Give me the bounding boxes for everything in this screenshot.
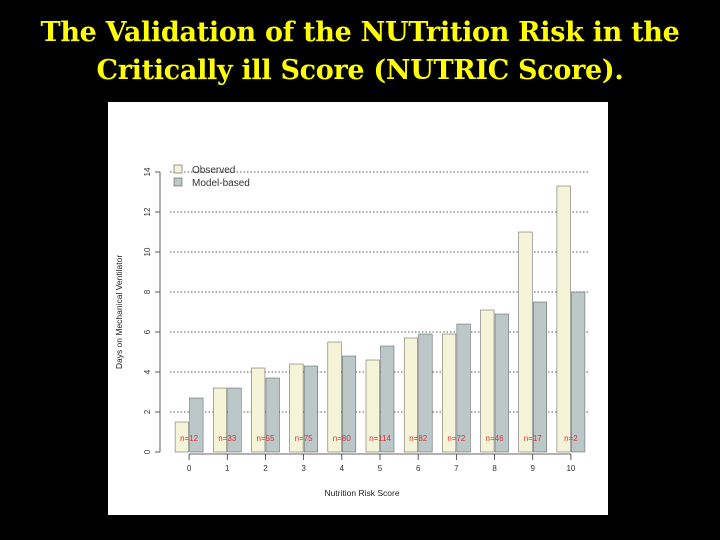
x-axis-title: Nutrition Risk Score	[324, 488, 399, 498]
bar-observed	[556, 185, 571, 453]
y-tick-label: 12	[143, 207, 152, 216]
x-tick-label: 5	[378, 464, 383, 473]
sample-size-label: n=33	[218, 434, 237, 443]
bar-observed	[174, 421, 189, 453]
bar-observed	[289, 363, 304, 453]
sample-size-label: n=2	[564, 434, 578, 443]
sample-size-label: n=46	[486, 434, 505, 443]
legend: Observed Model-based	[173, 164, 250, 189]
bar-model-based	[342, 355, 357, 453]
legend-swatch-observed	[173, 164, 183, 174]
sample-size-label: n=82	[409, 434, 428, 443]
bar-model-based	[380, 345, 395, 453]
bar-observed	[213, 387, 228, 453]
bar-observed	[327, 341, 342, 453]
sample-size-label: n=75	[295, 434, 314, 443]
sample-size-label: n=55	[256, 434, 275, 443]
bar-model-based	[418, 333, 433, 453]
bar-observed	[518, 231, 533, 453]
bar-model-based	[189, 397, 204, 453]
x-tick-label: 0	[187, 464, 192, 473]
sample-size-label: n=17	[524, 434, 543, 443]
bar-observed	[442, 333, 457, 453]
x-tick-label: 1	[225, 464, 230, 473]
bar-model-based	[494, 313, 509, 453]
legend-swatch-model-based	[173, 177, 183, 187]
bar-chart: n=12 0 n=33 1 n=55 2 n=75 3 n=80 4 n=114 5 n=82 6 n=72…	[114, 164, 590, 498]
bar-model-based	[303, 365, 318, 453]
slide-title-line-2: Critically ill Score (NUTRIC Score).	[96, 55, 624, 86]
y-tick-label: 10	[143, 247, 152, 256]
labels: n=12 0 n=33 1 n=55 2 n=75 3 n=80 4 n=114 5 n=82 6 n=72…	[114, 167, 578, 498]
sample-size-label: n=12	[180, 434, 199, 443]
y-tick-label: 2	[143, 409, 152, 414]
x-tick-label: 9	[531, 464, 536, 473]
sample-size-label: n=114	[369, 434, 391, 443]
y-axis-title: Days on Mechanical Ventilator	[114, 255, 124, 370]
bar-observed	[480, 309, 495, 453]
y-tick-label: 6	[143, 329, 152, 334]
y-tick-label: 0	[143, 449, 152, 454]
bar-model-based	[532, 301, 547, 453]
sample-size-label: n=80	[333, 434, 352, 443]
x-tick-label: 7	[454, 464, 459, 473]
x-tick-label: 2	[263, 464, 268, 473]
slide-title: The Validation of the NUTrition Risk in …	[0, 14, 720, 90]
slide-title-line-1: The Validation of the NUTrition Risk in …	[40, 17, 680, 48]
axes	[155, 171, 572, 460]
gridlines	[170, 171, 590, 413]
legend-label-observed: Observed	[192, 165, 235, 176]
x-tick-label: 3	[301, 464, 306, 473]
bar-observed	[403, 337, 418, 453]
bar-model-based	[571, 291, 586, 453]
chart-panel: n=12 0 n=33 1 n=55 2 n=75 3 n=80 4 n=114 5 n=82 6 n=72…	[108, 102, 608, 515]
bar-model-based	[265, 377, 280, 453]
bar-observed	[251, 367, 266, 453]
bar-observed	[365, 359, 380, 453]
bar-model-based	[227, 387, 242, 453]
y-tick-label: 4	[143, 369, 152, 374]
y-tick-label: 14	[143, 167, 152, 176]
bar-model-based	[456, 323, 471, 453]
x-tick-label: 10	[566, 464, 575, 473]
legend-label-model-based: Model-based	[192, 178, 250, 189]
x-tick-label: 6	[416, 464, 421, 473]
x-tick-label: 4	[340, 464, 345, 473]
y-tick-label: 8	[143, 289, 152, 294]
bars	[174, 185, 586, 453]
x-tick-label: 8	[492, 464, 497, 473]
sample-size-label: n=72	[447, 434, 466, 443]
